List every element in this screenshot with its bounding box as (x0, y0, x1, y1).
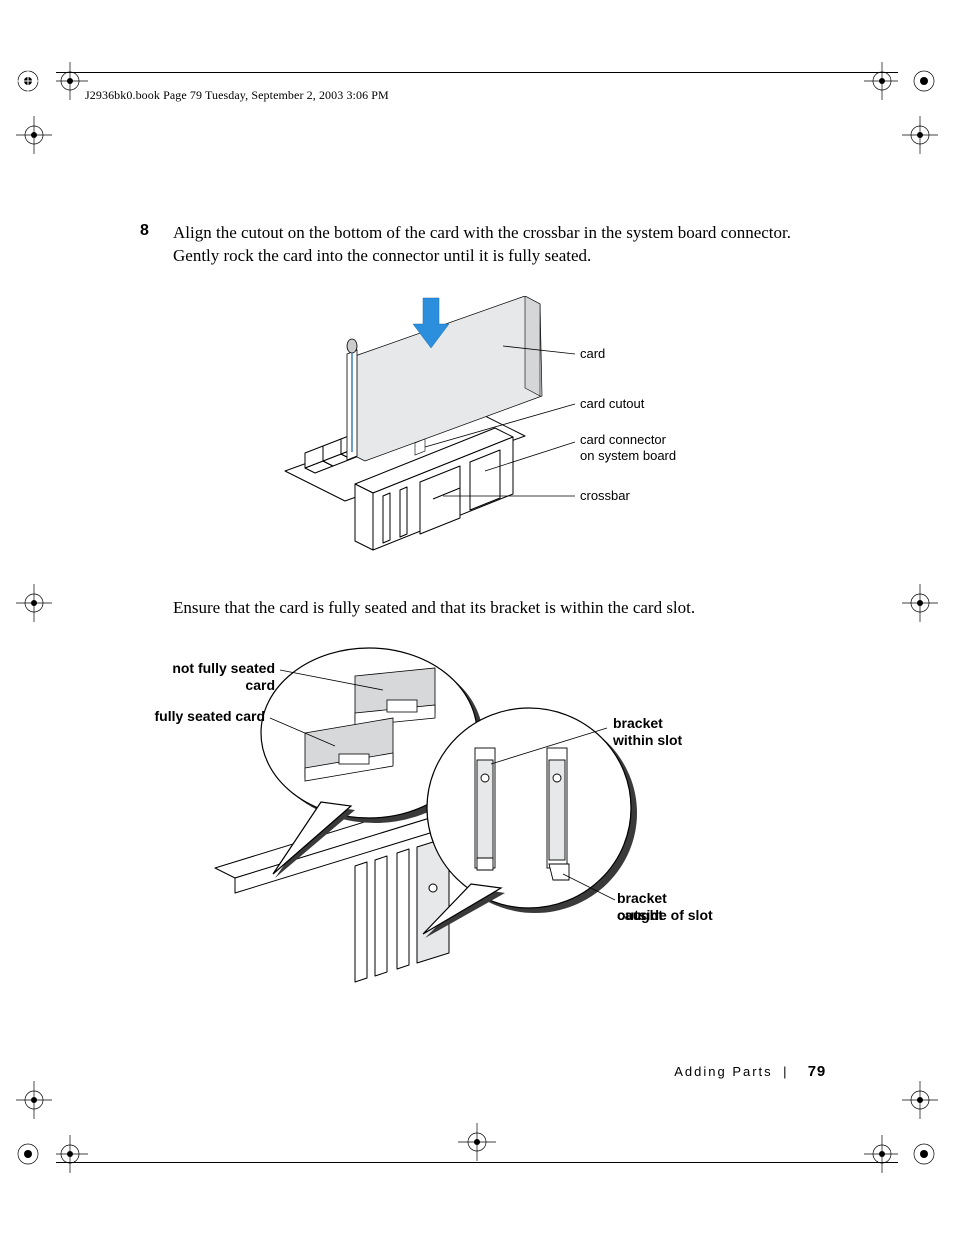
footer-section: Adding Parts (674, 1064, 772, 1079)
crop-mark-icon (894, 58, 940, 104)
label-card: card (580, 346, 605, 362)
step-number: 8 (140, 222, 149, 240)
crop-mark-icon (894, 580, 940, 626)
label-card-connector-2: on system board (580, 448, 676, 464)
crop-mark-icon (852, 1131, 898, 1177)
crop-mark-icon (894, 112, 940, 158)
header-crop-info: J2936bk0.book Page 79 Tuesday, September… (85, 88, 389, 103)
body-text: Ensure that the card is fully seated and… (173, 597, 825, 620)
figure-seating-detail: not fully seated card fully seated card … (155, 638, 715, 1008)
crop-mark-icon (14, 1131, 60, 1177)
crop-mark-icon (894, 1131, 940, 1177)
label-bracket-within-1: bracket (613, 715, 663, 733)
header-rule (56, 72, 898, 73)
footer-page-number: 79 (808, 1063, 826, 1080)
crop-mark-icon (894, 1077, 940, 1123)
page-body: 8 Align the cutout on the bottom of the … (145, 222, 825, 1008)
crop-mark-icon (56, 1131, 102, 1177)
footer-rule (56, 1162, 898, 1163)
crop-mark-icon (454, 1119, 500, 1165)
crop-mark-icon (852, 58, 898, 104)
crop-mark-icon (14, 112, 60, 158)
label-bracket-within-2: within slot (613, 732, 682, 750)
page: J2936bk0.book Page 79 Tuesday, September… (0, 0, 954, 1235)
label-crossbar: crossbar (580, 488, 630, 504)
crop-mark-icon (14, 580, 60, 626)
footer-separator: | (783, 1064, 787, 1079)
crop-mark-icon (14, 58, 60, 104)
label-not-fully-seated: not fully seated card (145, 660, 275, 695)
figure-card-install: card card cutout card connector on syste… (265, 296, 695, 571)
label-bracket-caught-2: outside of slot (617, 907, 713, 925)
label-card-connector-1: card connector (580, 432, 666, 448)
page-footer: Adding Parts | 79 (674, 1063, 826, 1080)
crop-mark-icon (14, 1077, 60, 1123)
label-fully-seated: fully seated card (145, 708, 265, 726)
step-text: Align the cutout on the bottom of the ca… (173, 222, 825, 268)
label-card-cutout: card cutout (580, 396, 644, 412)
